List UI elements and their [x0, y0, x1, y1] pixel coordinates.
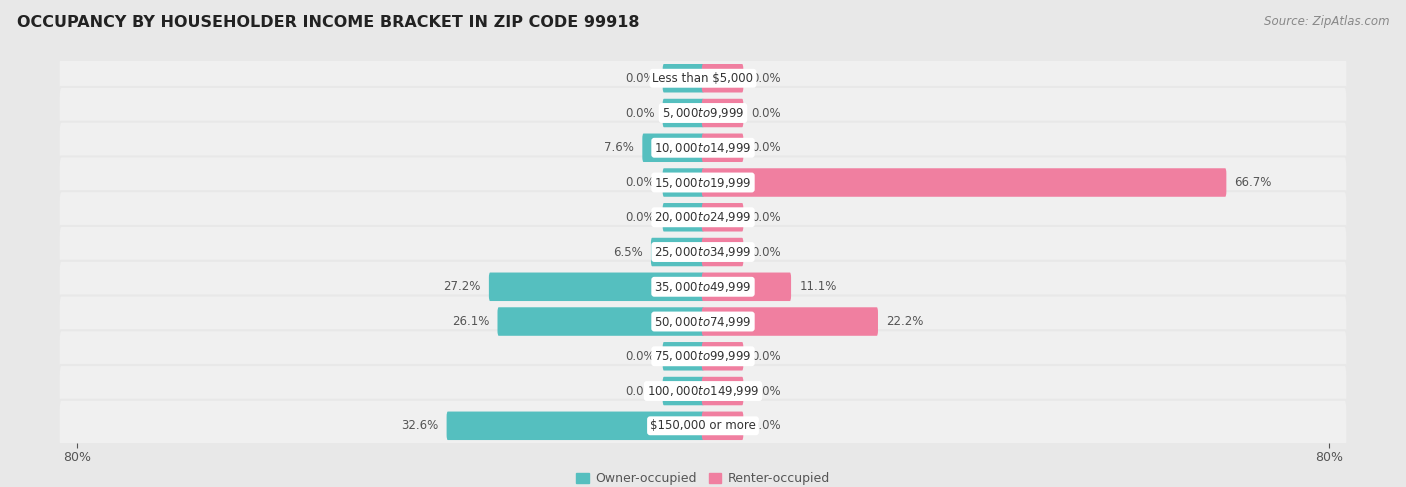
Text: $20,000 to $24,999: $20,000 to $24,999: [654, 210, 752, 225]
FancyBboxPatch shape: [662, 169, 704, 197]
Text: 0.0%: 0.0%: [752, 350, 782, 363]
FancyBboxPatch shape: [662, 377, 704, 405]
Text: 0.0%: 0.0%: [624, 211, 654, 224]
FancyBboxPatch shape: [702, 307, 877, 336]
Text: $75,000 to $99,999: $75,000 to $99,999: [654, 349, 752, 363]
FancyBboxPatch shape: [651, 238, 704, 266]
FancyBboxPatch shape: [498, 307, 704, 336]
FancyBboxPatch shape: [702, 238, 744, 266]
FancyBboxPatch shape: [59, 261, 1347, 313]
FancyBboxPatch shape: [702, 169, 1226, 197]
FancyBboxPatch shape: [59, 122, 1347, 174]
Text: 0.0%: 0.0%: [624, 350, 654, 363]
FancyBboxPatch shape: [59, 296, 1347, 348]
Text: $10,000 to $14,999: $10,000 to $14,999: [654, 141, 752, 155]
Text: 0.0%: 0.0%: [752, 211, 782, 224]
Text: 0.0%: 0.0%: [624, 176, 654, 189]
FancyBboxPatch shape: [702, 342, 744, 371]
FancyBboxPatch shape: [702, 99, 744, 127]
FancyBboxPatch shape: [702, 273, 792, 301]
Text: 66.7%: 66.7%: [1234, 176, 1272, 189]
FancyBboxPatch shape: [59, 156, 1347, 208]
Text: 0.0%: 0.0%: [752, 141, 782, 154]
FancyBboxPatch shape: [59, 191, 1347, 244]
Text: $15,000 to $19,999: $15,000 to $19,999: [654, 175, 752, 189]
FancyBboxPatch shape: [702, 203, 744, 231]
Text: 0.0%: 0.0%: [624, 107, 654, 119]
Text: 7.6%: 7.6%: [605, 141, 634, 154]
FancyBboxPatch shape: [59, 330, 1347, 382]
FancyBboxPatch shape: [59, 400, 1347, 452]
FancyBboxPatch shape: [702, 412, 744, 440]
Text: $35,000 to $49,999: $35,000 to $49,999: [654, 280, 752, 294]
Text: 11.1%: 11.1%: [799, 281, 837, 293]
FancyBboxPatch shape: [59, 226, 1347, 278]
FancyBboxPatch shape: [59, 52, 1347, 104]
FancyBboxPatch shape: [59, 87, 1347, 139]
Text: OCCUPANCY BY HOUSEHOLDER INCOME BRACKET IN ZIP CODE 99918: OCCUPANCY BY HOUSEHOLDER INCOME BRACKET …: [17, 15, 640, 30]
FancyBboxPatch shape: [662, 342, 704, 371]
Text: $25,000 to $34,999: $25,000 to $34,999: [654, 245, 752, 259]
FancyBboxPatch shape: [662, 99, 704, 127]
Text: 26.1%: 26.1%: [451, 315, 489, 328]
Text: Less than $5,000: Less than $5,000: [652, 72, 754, 85]
Text: 22.2%: 22.2%: [886, 315, 924, 328]
Text: 32.6%: 32.6%: [401, 419, 439, 432]
Text: 0.0%: 0.0%: [624, 385, 654, 397]
Text: 0.0%: 0.0%: [752, 245, 782, 259]
Text: 0.0%: 0.0%: [624, 72, 654, 85]
Text: 0.0%: 0.0%: [752, 72, 782, 85]
FancyBboxPatch shape: [59, 365, 1347, 417]
Text: $50,000 to $74,999: $50,000 to $74,999: [654, 315, 752, 329]
FancyBboxPatch shape: [643, 133, 704, 162]
Text: $5,000 to $9,999: $5,000 to $9,999: [662, 106, 744, 120]
Text: $150,000 or more: $150,000 or more: [650, 419, 756, 432]
FancyBboxPatch shape: [489, 273, 704, 301]
Text: 0.0%: 0.0%: [752, 107, 782, 119]
Text: 0.0%: 0.0%: [752, 419, 782, 432]
FancyBboxPatch shape: [702, 64, 744, 93]
Text: $100,000 to $149,999: $100,000 to $149,999: [647, 384, 759, 398]
FancyBboxPatch shape: [702, 133, 744, 162]
FancyBboxPatch shape: [447, 412, 704, 440]
Legend: Owner-occupied, Renter-occupied: Owner-occupied, Renter-occupied: [571, 468, 835, 487]
FancyBboxPatch shape: [662, 203, 704, 231]
Text: 27.2%: 27.2%: [443, 281, 481, 293]
Text: 6.5%: 6.5%: [613, 245, 643, 259]
FancyBboxPatch shape: [702, 377, 744, 405]
FancyBboxPatch shape: [662, 64, 704, 93]
Text: 0.0%: 0.0%: [752, 385, 782, 397]
Text: Source: ZipAtlas.com: Source: ZipAtlas.com: [1264, 15, 1389, 28]
